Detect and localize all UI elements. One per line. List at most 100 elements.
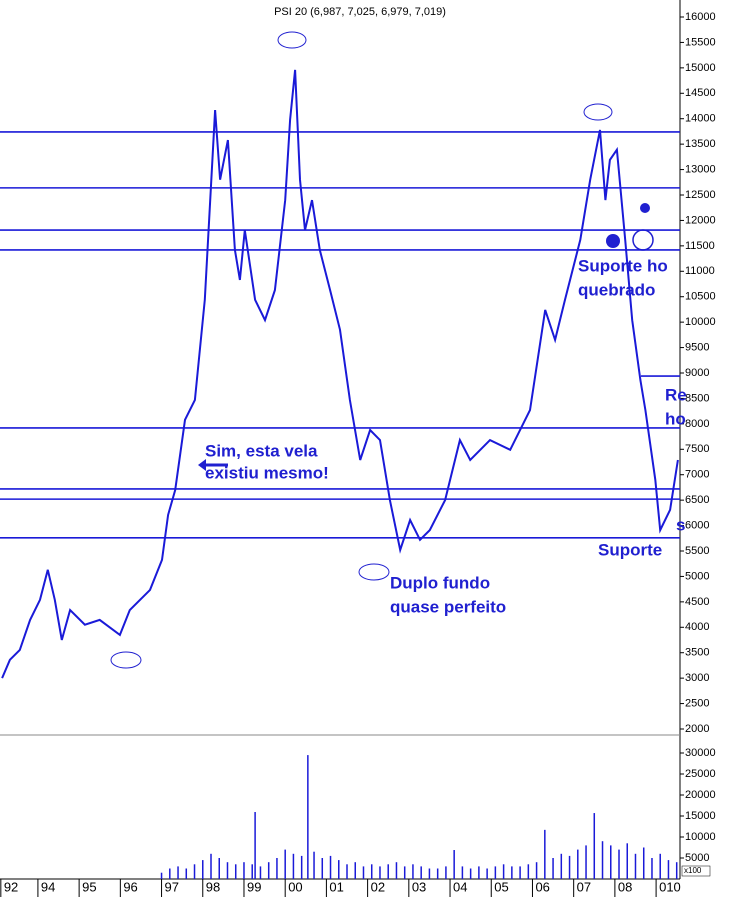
x-tick-label: 010: [659, 879, 681, 894]
y-tick-label: 25000: [685, 768, 716, 780]
volume-bar: [218, 858, 220, 879]
volume-bar: [362, 866, 365, 879]
volume-bar: [346, 864, 348, 879]
volume-bar: [210, 853, 212, 879]
y-tick-label: 6500: [685, 494, 709, 506]
arrow-head: [198, 459, 206, 471]
annotation: Re: [665, 385, 687, 404]
x-tick-label: 96: [123, 879, 137, 894]
volume-bar: [593, 813, 596, 879]
y-tick-label: 2000: [685, 723, 709, 735]
y-tick-label: 30000: [685, 747, 716, 759]
volume-bar: [300, 855, 303, 879]
price-line: [1, 69, 679, 679]
bear-icon: [277, 31, 307, 49]
y-tick-label: 5500: [685, 545, 709, 557]
volume-bar: [436, 868, 439, 879]
volume-bar: [420, 866, 422, 879]
volume-bar: [601, 841, 604, 879]
x-tick-label: 94: [41, 879, 55, 894]
y-tick-label: 11500: [685, 240, 715, 252]
volume-bar: [610, 845, 612, 879]
volume-bar: [321, 858, 324, 879]
volume-bar: [494, 866, 497, 879]
y-tick-label: 9500: [685, 341, 709, 353]
y-tick-label: 14000: [685, 113, 716, 125]
y-tick-label: 15000: [685, 62, 716, 74]
y-tick-label: 15500: [685, 36, 716, 48]
volume-bar: [193, 864, 196, 879]
volume-bar: [478, 866, 480, 879]
bear-icon: [583, 103, 613, 121]
y-tick-label: 7000: [685, 469, 709, 481]
volume-bar: [667, 860, 670, 879]
y-tick-label: 20000: [685, 789, 716, 801]
y-tick-label: 10000: [685, 831, 716, 843]
y-tick-label: 7500: [685, 443, 709, 455]
y-tick-label: 3000: [685, 672, 709, 684]
annotation: existiu mesmo!: [205, 463, 329, 482]
skull-icon: [640, 203, 650, 213]
volume-bar: [379, 866, 381, 879]
volume-bar: [160, 872, 163, 879]
y-tick-label: 13500: [685, 138, 716, 150]
volume-bar: [626, 843, 628, 879]
y-tick-label: 5000: [685, 570, 709, 582]
annotation: Suporte ho: [578, 256, 668, 275]
annotation: Sim, esta vela: [205, 441, 318, 460]
volume-bar: [251, 864, 253, 879]
x-tick-label: 92: [4, 879, 18, 894]
volume-bar: [267, 862, 270, 879]
volume-bar: [169, 868, 171, 879]
y-tick-label: 15000: [685, 810, 716, 822]
x-tick-label: 95: [82, 879, 96, 894]
x-tick-label: 05: [494, 879, 508, 894]
volume-bar: [329, 855, 332, 879]
volume-bar: [387, 864, 389, 879]
volume-bar: [634, 853, 637, 879]
y-tick-label: 3500: [685, 647, 709, 659]
annotation: Suporte: [598, 540, 662, 559]
volume-bar: [226, 862, 229, 879]
volume-bar: [243, 862, 245, 879]
volume-bar: [259, 866, 262, 879]
bomb-icon: [606, 234, 620, 248]
x-tick-label: 04: [453, 879, 467, 894]
x-tick-label: 08: [618, 879, 632, 894]
volume-bar: [403, 866, 406, 879]
volume-bar: [568, 855, 571, 879]
y-tick-label: 5000: [685, 852, 709, 864]
y-tick-label: 8000: [685, 418, 709, 430]
y-tick-label: 4500: [685, 596, 709, 608]
y-tick-label: 2500: [685, 697, 709, 709]
y-tick-label: 6000: [685, 519, 709, 531]
volume-bar: [428, 868, 431, 879]
bull-icon: [110, 651, 142, 669]
volume-bar: [544, 829, 546, 879]
volume-bar: [412, 864, 414, 879]
volume-bar: [560, 853, 563, 879]
bull-icon: [358, 563, 390, 581]
volume-bar: [577, 849, 579, 879]
volume-bar: [527, 864, 530, 879]
y-unit-label: x100: [684, 866, 702, 875]
volume-bar: [177, 866, 179, 879]
x-tick-label: 03: [412, 879, 426, 894]
volume-bar: [276, 858, 278, 879]
y-tick-label: 4000: [685, 621, 709, 633]
volume-bar: [185, 868, 188, 879]
volume-bar: [651, 858, 653, 879]
y-tick-label: 9000: [685, 367, 709, 379]
chart-title: PSI 20 (6,987, 7,025, 6,979, 7,019): [274, 6, 446, 18]
y-tick-label: 16000: [685, 11, 716, 23]
x-tick-label: 00: [288, 879, 302, 894]
volume-bar: [502, 864, 505, 879]
y-tick-label: 8500: [685, 392, 709, 404]
volume-bar: [585, 845, 587, 879]
volume-bar: [659, 853, 661, 879]
volume-bar: [313, 851, 315, 879]
volume-bar: [486, 868, 488, 879]
volume-bar: [642, 847, 645, 879]
x-tick-label: 97: [165, 879, 179, 894]
